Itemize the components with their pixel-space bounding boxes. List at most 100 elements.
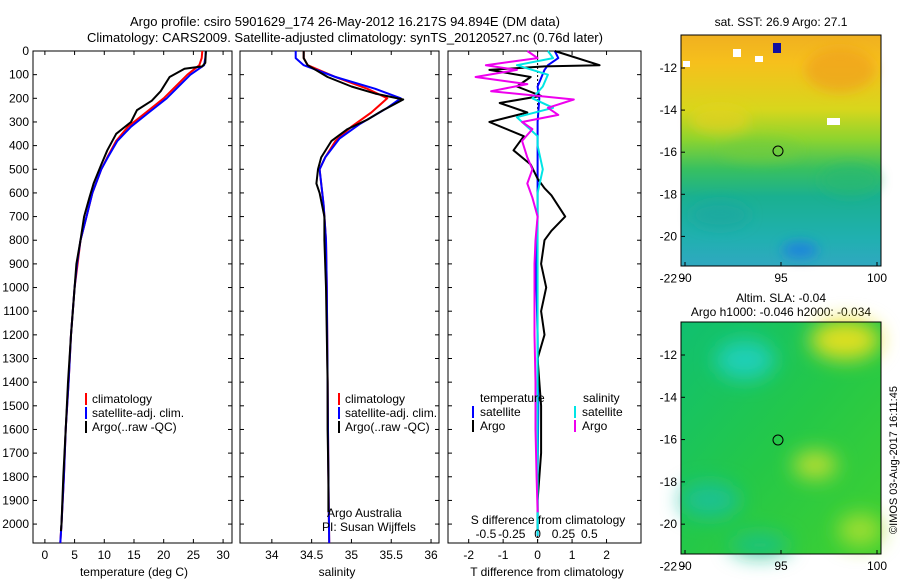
credit-argo-australia: Argo Australia bbox=[327, 506, 402, 520]
s-tick-label: -0.25 bbox=[498, 527, 526, 541]
y-tick-label: 1200 bbox=[2, 328, 29, 342]
series-line-argo-raw-qc bbox=[59, 50, 207, 532]
x-tick-label: 15 bbox=[127, 548, 141, 562]
s-tick-label: -0.5 bbox=[476, 527, 497, 541]
map-y-tick-label: -22 bbox=[660, 559, 678, 573]
y-tick-label: 1100 bbox=[3, 304, 29, 318]
series-line-satellite-adj-clim bbox=[294, 51, 402, 544]
legend-label: Argo(..raw -QC) bbox=[345, 420, 430, 434]
sst-map-ticks: 90 95 100 -12 -14 -16 -18 -20 -22 bbox=[660, 61, 888, 285]
series-line-salinity-satellite bbox=[515, 50, 555, 536]
y-tick-label: 1500 bbox=[2, 399, 29, 413]
legend-label: climatology bbox=[345, 392, 405, 406]
series-line-salinity-argo bbox=[474, 50, 575, 513]
x-tick-label: 1 bbox=[569, 548, 576, 562]
map-x-tick-label: 100 bbox=[867, 559, 887, 573]
map-y-tick-label: -22 bbox=[660, 271, 678, 285]
y-tick-label: 200 bbox=[9, 91, 29, 105]
map-x-tick-label: 95 bbox=[774, 271, 788, 285]
y-tick-label: 900 bbox=[9, 257, 29, 271]
map-y-tick-label: -18 bbox=[660, 187, 678, 201]
salinity-x-label: salinity bbox=[319, 565, 356, 579]
legend-label: Argo bbox=[582, 419, 608, 433]
map-x-tick-label: 90 bbox=[678, 271, 692, 285]
difference-plot-frame bbox=[447, 50, 642, 544]
y-tick-label: 1000 bbox=[2, 281, 29, 295]
x-tick-label: 0 bbox=[534, 548, 541, 562]
x-tick-label: 36 bbox=[424, 548, 438, 562]
map-x-tick-label: 100 bbox=[867, 271, 887, 285]
x-tick-label: 34 bbox=[265, 548, 279, 562]
series-line-temperature-satellite bbox=[534, 50, 560, 536]
x-tick-label: -1 bbox=[498, 548, 509, 562]
map-y-tick-label: -20 bbox=[660, 229, 678, 243]
y-tick-label: 1400 bbox=[2, 375, 29, 389]
sla-map-title-line2: Argo h1000: -0.046 h2000: -0.034 bbox=[691, 305, 871, 319]
map-y-tick-label: -18 bbox=[660, 475, 678, 489]
difference-x-label: T difference from climatology bbox=[470, 565, 624, 579]
credit-pi: PI: Susan Wijffels bbox=[322, 520, 416, 534]
sst-map-title: sat. SST: 26.9 Argo: 27.1 bbox=[715, 15, 848, 29]
difference-plot: -2 -1 0 1 2 -0.5 -0.25 0 0.25 0.5 bbox=[448, 50, 641, 562]
legend-label: Argo bbox=[480, 419, 506, 433]
argo-location-marker bbox=[772, 434, 784, 446]
y-tick-label: 1900 bbox=[2, 493, 29, 507]
series-line-climatology bbox=[302, 51, 389, 544]
y-tick-label: 800 bbox=[9, 233, 29, 247]
chart-title-line1: Argo profile: csiro 5901629_174 26-May-2… bbox=[130, 14, 560, 29]
y-tick-label: 600 bbox=[9, 186, 29, 200]
map-y-tick-label: -14 bbox=[660, 390, 678, 404]
s-tick-label: 0.25 bbox=[552, 527, 576, 541]
y-tick-label: 100 bbox=[9, 68, 29, 82]
y-tick-label: 400 bbox=[9, 139, 29, 153]
legend-label: satellite bbox=[480, 405, 521, 419]
series-line-argo-raw-qc bbox=[302, 51, 405, 513]
series-line-satellite-adj-clim bbox=[59, 50, 207, 544]
y-tick-label: 2000 bbox=[2, 517, 29, 531]
temperature-plot: 0 5 10 15 20 25 30 bbox=[33, 50, 232, 562]
s-tick-label: 0.5 bbox=[581, 527, 598, 541]
salinity-legend: climatology satellite-adj. clim. Argo(..… bbox=[322, 392, 437, 534]
x-tick-label: 20 bbox=[157, 548, 171, 562]
chart-title-line2: Climatology: CARS2009. Satellite-adjuste… bbox=[87, 30, 603, 45]
map-y-tick-label: -20 bbox=[660, 517, 678, 531]
y-tick-label: 700 bbox=[9, 210, 29, 224]
sst-missing-pixel bbox=[683, 61, 690, 67]
map-x-tick-label: 95 bbox=[774, 559, 788, 573]
y-tick-label: 1800 bbox=[2, 470, 29, 484]
x-tick-label: -2 bbox=[463, 548, 474, 562]
y-tick-label: 300 bbox=[9, 115, 29, 129]
difference-legend: temperature salinity satellite Argo sate… bbox=[472, 391, 623, 433]
legend-temperature-title: temperature bbox=[480, 391, 545, 405]
series-line-temperature-argo bbox=[488, 50, 601, 532]
sla-map-title-line1: Altim. SLA: -0.04 bbox=[736, 291, 826, 305]
y-tick-label: 500 bbox=[9, 162, 29, 176]
temperature-legend: climatology satellite-adj. clim. Argo(..… bbox=[85, 392, 184, 434]
difference-s-axis-title: S difference from climatology bbox=[471, 513, 626, 527]
y-tick-label: 1300 bbox=[2, 352, 29, 366]
sst-cold-pixel bbox=[773, 43, 781, 53]
imos-credit: ©IMOS 03-Aug-2017 16:11:45 bbox=[888, 386, 900, 534]
y-tick-label: 0 bbox=[22, 44, 29, 58]
legend-salinity-title: salinity bbox=[583, 391, 620, 405]
sst-missing-pixel bbox=[827, 118, 840, 125]
legend-label: satellite-adj. clim. bbox=[92, 406, 184, 420]
argo-location-marker bbox=[772, 145, 784, 157]
salinity-plot-frame bbox=[239, 50, 440, 544]
salinity-plot: 34 34.5 35 35.5 36 bbox=[240, 50, 439, 562]
x-tick-label: 25 bbox=[187, 548, 201, 562]
x-tick-label: 5 bbox=[71, 548, 78, 562]
x-tick-label: 0 bbox=[42, 548, 49, 562]
map-y-tick-label: -16 bbox=[660, 433, 678, 447]
map-y-tick-label: -16 bbox=[660, 145, 678, 159]
x-tick-label: 35 bbox=[345, 548, 359, 562]
legend-label: satellite-adj. clim. bbox=[345, 406, 437, 420]
sla-texture bbox=[680, 320, 882, 557]
x-tick-label: 30 bbox=[216, 548, 230, 562]
map-y-tick-label: -12 bbox=[660, 348, 678, 362]
series-line-climatology bbox=[59, 50, 204, 544]
sst-missing-pixel bbox=[755, 56, 763, 62]
x-tick-label: 34.5 bbox=[300, 548, 324, 562]
legend-label: satellite bbox=[582, 405, 623, 419]
